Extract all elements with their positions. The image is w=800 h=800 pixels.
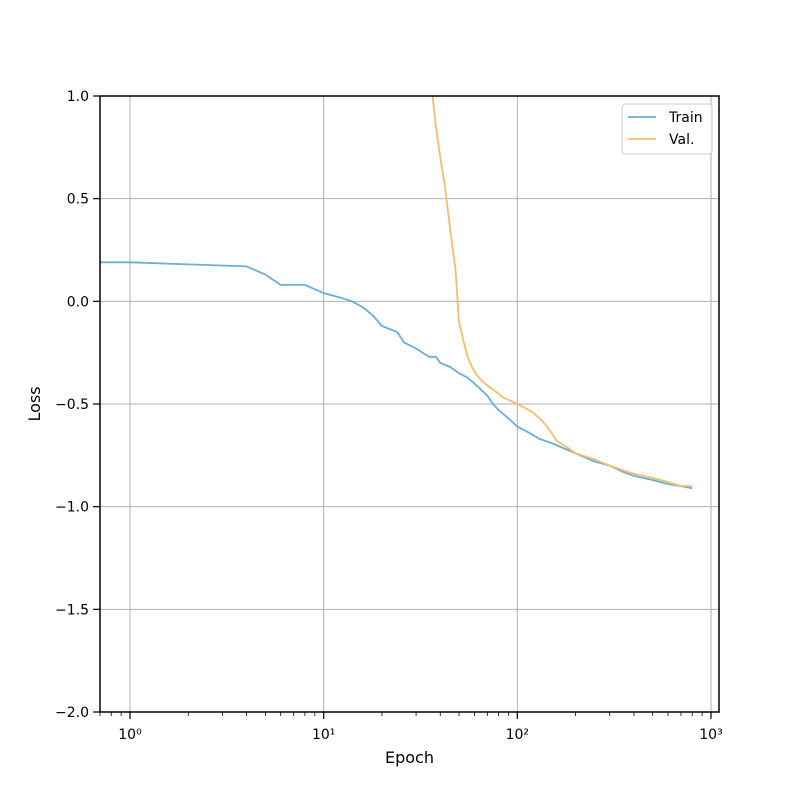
y-tick-label: −0.5 xyxy=(55,397,89,413)
x-tick-label: 10⁰ xyxy=(118,727,142,743)
x-tick-label: 10² xyxy=(506,727,529,743)
x-tick-label: 10¹ xyxy=(312,727,335,743)
legend: Train Val. xyxy=(621,103,713,155)
x-tick-label: 10³ xyxy=(699,727,722,743)
y-tick-label: −1.5 xyxy=(55,602,89,618)
y-tick-label: −2.0 xyxy=(55,705,89,721)
axis-ticks: 10⁰ 10¹ 10² 10³ 1.0 0.5 0.0 −0.5 −1.0 −1.5 −2.0 xyxy=(55,89,723,743)
grid-lines xyxy=(100,95,719,713)
x-axis-label: Epoch xyxy=(385,748,434,767)
y-axis-label: Loss xyxy=(25,386,44,421)
series-line-train xyxy=(100,261,693,490)
y-tick-label: 0.5 xyxy=(67,192,89,208)
series-lines xyxy=(100,95,693,490)
y-tick-label: 0.0 xyxy=(67,294,89,310)
y-tick-label: −1.0 xyxy=(55,500,89,516)
legend-label-train: Train xyxy=(668,110,703,126)
legend-label-val: Val. xyxy=(669,132,694,148)
series-line-val xyxy=(431,95,693,488)
y-tick-label: 1.0 xyxy=(67,89,89,105)
